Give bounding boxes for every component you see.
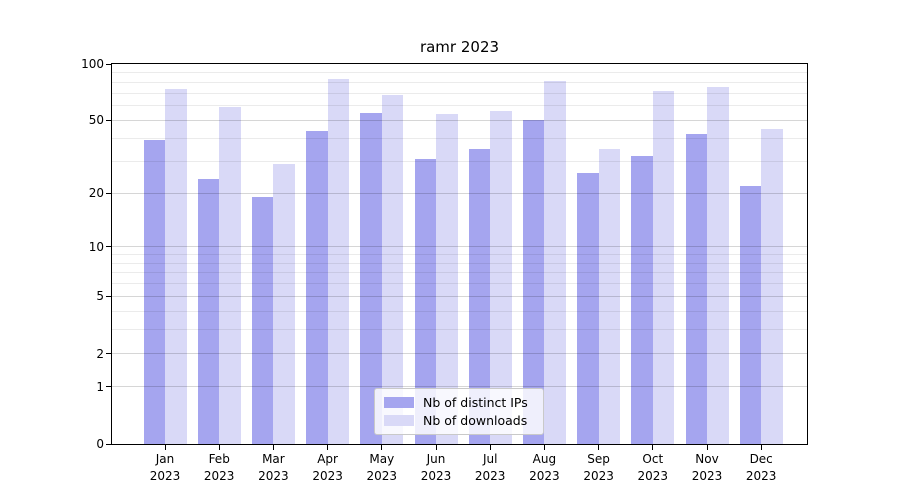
y-tick-label: 5	[96, 289, 104, 304]
bar-downloads-jan	[165, 88, 187, 444]
y-tick-mark	[106, 295, 111, 297]
minor-gridline	[112, 329, 807, 331]
y-tick-mark	[106, 119, 111, 121]
x-tick-label: Feb 2023	[203, 452, 235, 483]
y-tick-mark	[106, 353, 111, 355]
plot-area	[111, 63, 808, 445]
major-gridline	[112, 246, 807, 248]
legend-label-downloads: Nb of downloads	[423, 413, 528, 429]
bar-distinct-ips-aug	[522, 120, 545, 444]
y-tick-label: 0	[96, 437, 104, 451]
bar-downloads-mar	[273, 163, 295, 444]
bar-downloads-jul	[490, 111, 512, 444]
minor-gridline	[112, 137, 807, 139]
x-tick-mark	[435, 445, 437, 450]
minor-gridline	[112, 283, 807, 285]
x-tick-mark	[489, 445, 491, 450]
minor-gridline	[112, 262, 807, 264]
x-tick-label: Sep 2023	[583, 452, 614, 483]
minor-gridline	[112, 310, 807, 312]
major-gridline	[112, 192, 807, 194]
y-tick-label: 100	[81, 57, 104, 71]
bar-downloads-nov	[707, 87, 729, 444]
major-gridline	[112, 386, 807, 388]
y-tick-mark	[106, 246, 111, 248]
bar-downloads-aug	[544, 81, 566, 444]
major-gridline	[112, 295, 807, 297]
major-gridline	[112, 353, 807, 355]
y-tick-mark	[106, 63, 111, 65]
x-tick-label: Jul 2023	[474, 452, 506, 483]
minor-gridline	[112, 72, 807, 74]
minor-gridline	[112, 272, 807, 274]
y-tick-label: 2	[96, 346, 104, 361]
bar-distinct-ips-nov	[685, 134, 707, 444]
bar-distinct-ips-oct	[631, 156, 653, 444]
x-tick-label: Dec 2023	[745, 452, 777, 483]
x-tick-label: Nov 2023	[691, 452, 723, 483]
x-tick-mark	[272, 445, 274, 450]
bar-downloads-oct	[652, 90, 675, 444]
legend: Nb of distinct IPs Nb of downloads	[374, 388, 544, 435]
bar-downloads-jun	[436, 114, 458, 444]
chart-title: ramr 2023	[419, 38, 500, 56]
x-tick-label: Mar 2023	[258, 452, 289, 483]
y-tick-label: 10	[88, 239, 104, 254]
bar-distinct-ips-dec	[739, 185, 762, 444]
bar-distinct-ips-may	[360, 112, 382, 444]
bar-distinct-ips-jun	[414, 158, 436, 444]
bar-downloads-feb	[219, 106, 241, 444]
bar-downloads-apr	[327, 79, 350, 444]
bar-downloads-dec	[761, 128, 783, 444]
x-tick-mark	[598, 445, 600, 450]
x-tick-mark	[381, 445, 383, 450]
minor-gridline	[112, 92, 807, 94]
x-tick-label: Oct 2023	[637, 452, 669, 483]
x-tick-mark	[218, 445, 220, 450]
bars-layer	[112, 64, 807, 444]
x-tick-label: Jun 2023	[420, 452, 452, 483]
bar-distinct-ips-sep	[577, 172, 599, 444]
minor-gridline	[112, 81, 807, 83]
y-tick-label: 50	[88, 113, 104, 128]
x-tick-label: Apr 2023	[312, 452, 343, 483]
bar-downloads-may	[381, 95, 404, 444]
x-tick-mark	[543, 445, 545, 450]
legend-label-distinct-ips: Nb of distinct IPs	[423, 394, 528, 410]
legend-item-downloads: Nb of downloads	[384, 413, 534, 428]
bar-distinct-ips-jul	[468, 148, 491, 444]
bar-distinct-ips-jan	[143, 140, 165, 444]
bar-downloads-sep	[598, 148, 621, 444]
x-tick-label: Jan 2023	[149, 452, 181, 483]
grid-layer	[112, 64, 807, 444]
x-tick-mark	[327, 445, 329, 450]
bar-distinct-ips-apr	[306, 130, 328, 444]
x-tick-label: Aug 2023	[529, 452, 560, 483]
minor-gridline	[112, 105, 807, 107]
y-tick-label: 1	[96, 379, 104, 394]
x-tick-mark	[760, 445, 762, 450]
y-tick-mark	[106, 386, 111, 388]
bar-distinct-ips-feb	[197, 178, 220, 444]
x-tick-label: May 2023	[366, 452, 398, 483]
y-tick-mark	[106, 192, 111, 194]
x-tick-mark	[652, 445, 654, 450]
x-tick-mark	[706, 445, 708, 450]
x-tick-mark	[164, 445, 166, 450]
legend-swatch-downloads	[384, 415, 414, 427]
y-tick-mark	[106, 443, 111, 445]
minor-gridline	[112, 253, 807, 255]
y-tick-label: 20	[88, 186, 104, 201]
bar-distinct-ips-mar	[251, 197, 274, 444]
legend-item-distinct-ips: Nb of distinct IPs	[384, 395, 534, 410]
legend-swatch-distinct-ips	[384, 396, 414, 408]
major-gridline	[112, 119, 807, 121]
minor-gridline	[112, 160, 807, 162]
